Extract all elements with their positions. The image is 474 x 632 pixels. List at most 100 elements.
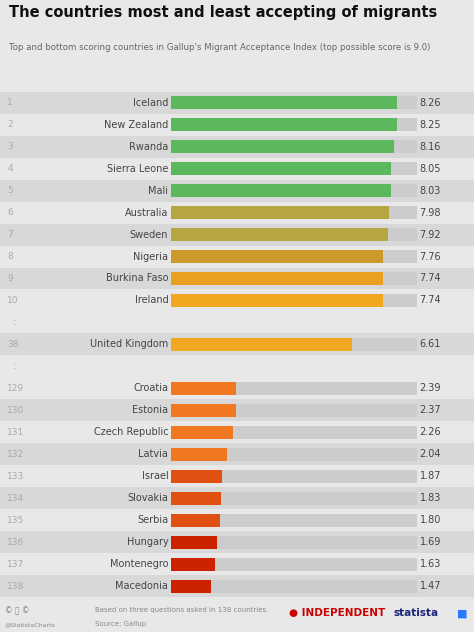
Bar	[171, 118, 417, 131]
Text: 130: 130	[7, 406, 24, 415]
Text: United Kingdom: United Kingdom	[90, 339, 168, 349]
Bar	[171, 514, 417, 527]
Text: 4: 4	[7, 164, 13, 173]
Bar	[171, 96, 417, 109]
Bar	[0, 377, 474, 399]
Text: Montenegro: Montenegro	[110, 559, 168, 569]
Text: Croatia: Croatia	[133, 384, 168, 393]
Bar	[171, 272, 417, 285]
Text: 7: 7	[7, 230, 13, 239]
Text: 10: 10	[7, 296, 18, 305]
Text: Burkina Faso: Burkina Faso	[106, 274, 168, 284]
Text: 3: 3	[7, 142, 13, 151]
Bar	[171, 536, 417, 549]
Text: 2.26: 2.26	[419, 427, 441, 437]
Bar	[171, 404, 417, 417]
Bar	[171, 447, 227, 461]
Bar	[171, 470, 417, 483]
Bar	[171, 206, 417, 219]
Text: 2.04: 2.04	[419, 449, 441, 459]
Text: Top and bottom scoring countries in Gallup's Migrant Acceptance Index (top possi: Top and bottom scoring countries in Gall…	[9, 42, 431, 52]
Bar	[171, 404, 236, 417]
Text: Rwanda: Rwanda	[129, 142, 168, 152]
Text: 1.47: 1.47	[419, 581, 441, 592]
Bar	[171, 96, 397, 109]
Text: 8.03: 8.03	[419, 186, 441, 195]
Text: Latvia: Latvia	[138, 449, 168, 459]
Text: 7.98: 7.98	[419, 207, 441, 217]
Text: 1.83: 1.83	[419, 494, 441, 503]
Bar	[171, 426, 233, 439]
Bar	[171, 557, 215, 571]
Bar	[0, 267, 474, 289]
Bar	[0, 157, 474, 179]
Text: :: :	[12, 317, 16, 327]
Text: statista: statista	[393, 608, 438, 618]
Bar	[171, 492, 417, 505]
Text: 38: 38	[7, 340, 18, 349]
Text: Sierra Leone: Sierra Leone	[107, 164, 168, 174]
Bar	[171, 294, 383, 307]
Bar	[171, 140, 417, 153]
Bar	[171, 514, 220, 527]
Bar	[171, 162, 391, 175]
Bar	[0, 399, 474, 422]
Text: @StatistaCharts: @StatistaCharts	[5, 623, 55, 628]
Text: 134: 134	[7, 494, 24, 503]
Text: Israel: Israel	[142, 471, 168, 482]
Text: Based on three questions asked in 138 countries.: Based on three questions asked in 138 co…	[95, 607, 268, 612]
Text: The countries most and least accepting of migrants: The countries most and least accepting o…	[9, 5, 438, 20]
Bar	[171, 536, 217, 549]
Text: 131: 131	[7, 428, 24, 437]
Text: 6: 6	[7, 208, 13, 217]
Bar	[171, 272, 383, 285]
Bar	[171, 382, 417, 395]
Text: 133: 133	[7, 472, 24, 481]
Text: 1.63: 1.63	[419, 559, 441, 569]
Bar	[171, 557, 417, 571]
Text: 2.37: 2.37	[419, 405, 441, 415]
Text: Estonia: Estonia	[132, 405, 168, 415]
Text: Mali: Mali	[148, 186, 168, 195]
Bar	[0, 553, 474, 575]
Text: Nigeria: Nigeria	[133, 252, 168, 262]
Text: 8.25: 8.25	[419, 119, 441, 130]
Bar	[171, 184, 417, 197]
Bar	[0, 509, 474, 532]
Bar	[171, 580, 417, 593]
Text: 7.92: 7.92	[419, 229, 441, 240]
Bar	[171, 492, 221, 505]
Text: 2.39: 2.39	[419, 384, 441, 393]
Text: Source: Gallup: Source: Gallup	[95, 621, 146, 627]
Bar	[0, 334, 474, 355]
Text: 138: 138	[7, 581, 24, 591]
Text: 7.76: 7.76	[419, 252, 441, 262]
Bar	[0, 487, 474, 509]
Bar	[0, 202, 474, 224]
Bar	[0, 136, 474, 157]
Bar	[171, 228, 388, 241]
Text: 136: 136	[7, 538, 24, 547]
Text: 5: 5	[7, 186, 13, 195]
Bar	[0, 224, 474, 245]
Bar	[171, 206, 389, 219]
Bar	[0, 422, 474, 444]
Bar	[0, 92, 474, 114]
Text: ■: ■	[457, 608, 468, 618]
Text: 8.05: 8.05	[419, 164, 441, 174]
Text: 132: 132	[7, 450, 24, 459]
Bar	[0, 289, 474, 312]
Bar	[171, 294, 417, 307]
Text: 1.69: 1.69	[419, 537, 441, 547]
Text: Czech Republic: Czech Republic	[94, 427, 168, 437]
Bar	[171, 426, 417, 439]
Text: :: :	[12, 362, 16, 372]
Bar	[171, 580, 211, 593]
Bar	[0, 444, 474, 465]
Bar	[171, 250, 383, 263]
Text: 129: 129	[7, 384, 24, 393]
Bar	[0, 575, 474, 597]
Bar	[0, 245, 474, 267]
Bar	[171, 228, 417, 241]
Bar	[0, 179, 474, 202]
